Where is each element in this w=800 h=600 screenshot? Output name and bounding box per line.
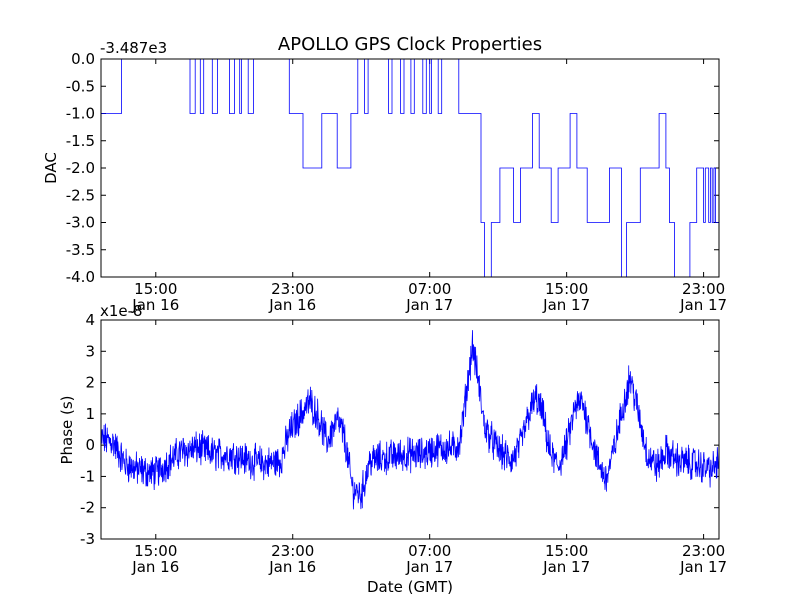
phase-xtick-time: 23:00	[271, 542, 314, 560]
dac-ytick-label: -2.0	[66, 159, 95, 177]
phase-ytick-label: 2	[85, 374, 95, 392]
phase-xtick-date: Jan 17	[405, 558, 453, 576]
phase-xtick-time: 15:00	[134, 542, 177, 560]
dac-xtick-time: 07:00	[408, 280, 451, 298]
phase-ytick-label: -2	[80, 499, 95, 517]
dac-xtick-time: 23:00	[271, 280, 314, 298]
dac-series-line	[101, 58, 720, 278]
phase-xtick-time: 23:00	[682, 542, 725, 560]
phase-ytick-label: 1	[85, 405, 95, 423]
phase-ylabel: Phase (s)	[58, 395, 76, 464]
phase-xtick-date: Jan 17	[542, 558, 590, 576]
dac-ytick-label: -0.5	[66, 77, 95, 95]
dac-ytick-label: -3.5	[66, 241, 95, 259]
dac-plot-area: 0.0 -0.5 -1.0 -1.5 -2.0 -2.5 -3.0 -3.5 -4.0 15:00…	[66, 50, 727, 314]
dac-ytick-label: -2.5	[66, 186, 95, 204]
phase-ytick-label: 4	[85, 311, 95, 329]
phase-xtick-time: 15:00	[545, 542, 588, 560]
chart-title: APOLLO GPS Clock Properties	[278, 34, 542, 55]
phase-ytick-label: -3	[80, 530, 95, 548]
dac-xtick-time: 15:00	[134, 280, 177, 298]
dac-xtick-date: Jan 16	[268, 296, 316, 314]
dac-xtick-time: 23:00	[682, 280, 725, 298]
phase-series-line	[100, 330, 720, 510]
dac-ytick-label: 0.0	[71, 50, 95, 68]
dac-ylabel: DAC	[42, 152, 60, 184]
dac-ytick-label: -3.0	[66, 214, 95, 232]
phase-offset-text: x1e-8	[100, 302, 143, 320]
dac-xtick-date: Jan 16	[131, 296, 179, 314]
dac-xtick-time: 15:00	[545, 280, 588, 298]
phase-xlabel: Date (GMT)	[367, 578, 453, 596]
phase-ytick-label: 0	[85, 436, 95, 454]
dac-xtick-date: Jan 17	[405, 296, 453, 314]
phase-xtick-date: Jan 16	[268, 558, 316, 576]
phase-xtick-date: Jan 17	[679, 558, 727, 576]
phase-frame	[100, 319, 720, 540]
dac-xtick-date: Jan 17	[542, 296, 590, 314]
phase-ytick-label: 3	[85, 342, 95, 360]
dac-ytick-label: -1.5	[66, 132, 95, 150]
dac-offset-text: -3.487e3	[100, 39, 167, 57]
phase-ytick-label: -1	[80, 467, 95, 485]
dac-frame	[100, 58, 720, 278]
dac-ytick-label: -4.0	[66, 268, 95, 286]
dac-xtick-date: Jan 17	[679, 296, 727, 314]
dac-panel: -3.487e3 DAC 0.0 -0.5 -1.0 -1.5 -2.0 -2.5 -3.0…	[42, 39, 727, 314]
dac-ytick-label: -1.0	[66, 105, 95, 123]
phase-xtick-time: 07:00	[408, 542, 451, 560]
phase-xtick-date: Jan 16	[131, 558, 179, 576]
phase-panel: x1e-8 Phase (s) Date (GMT) 4 3 2 1 0 -1 -2 -3 15…	[58, 302, 727, 596]
